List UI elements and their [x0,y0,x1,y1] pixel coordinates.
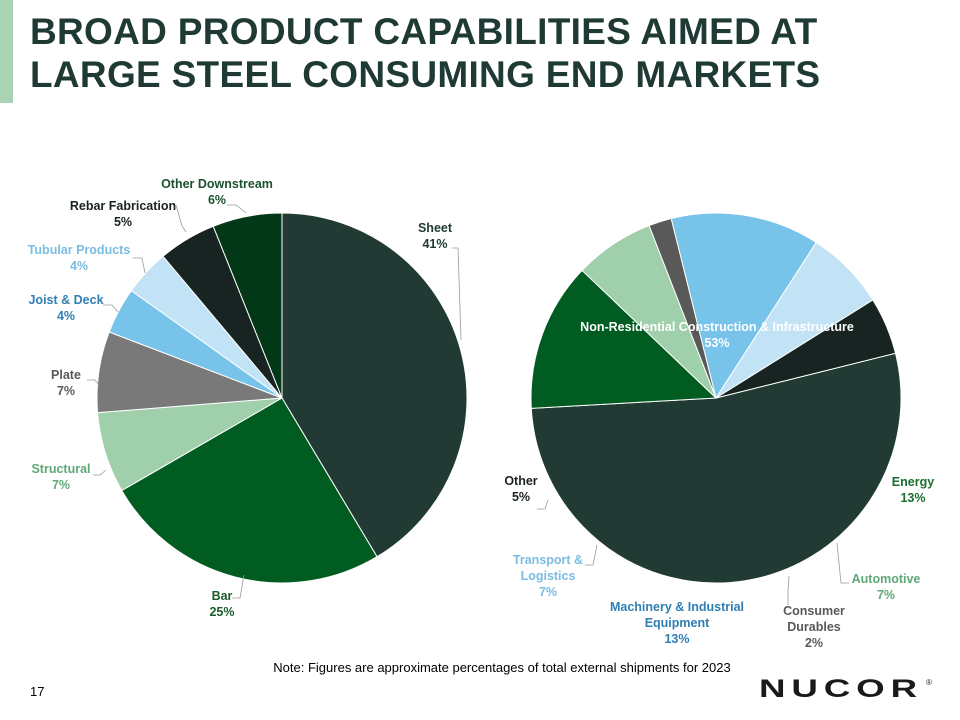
label-consumer-durables-line2: Durables [787,620,841,634]
label-plate-name: Plate [51,368,81,382]
accent-bar [0,0,13,103]
slice-other-downstream [212,212,283,399]
label-sheet-value: 41% [422,237,447,251]
label-nonres-construction-value: 53% [704,336,729,350]
label-structural-name: Structural [31,462,90,476]
slice-energy [530,269,718,409]
label-sheet-name: Sheet [418,221,453,235]
label-bar-value: 25% [209,605,234,619]
label-bar-name: Bar [212,589,233,603]
label-rebar-fabrication-name: Rebar Fabrication [70,199,176,213]
label-structural-value: 7% [52,478,70,492]
label-machinery-line2: Equipment [645,616,710,630]
slice-non-residential-construction-and-infrastructure [530,352,902,584]
label-rebar-fabrication-value: 5% [114,215,132,229]
slice-sheet [281,212,468,558]
logo-text: NUCOR [759,676,923,703]
title-line-2: LARGE STEEL CONSUMING END MARKETS [30,54,821,95]
label-automotive-name: Automotive [852,572,921,586]
label-other-name: Other [504,474,537,488]
slice-machinery-and-industrial-equipment [670,212,817,400]
leader-lines [87,204,849,605]
slice-other [715,299,897,399]
label-transport-line2: Logistics [521,569,576,583]
label-tubular-products-value: 4% [70,259,88,273]
label-joist-deck-name: Joist & Deck [28,293,103,307]
label-automotive-value: 7% [877,588,895,602]
label-machinery-line1: Machinery & Industrial [610,600,744,614]
end-markets-pie [530,212,902,584]
label-transport-line1: Transport & [513,553,583,567]
nucor-logo: NUCOR ® [759,676,932,703]
page-title: BROAD PRODUCT CAPABILITIES AIMED AT LARG… [30,10,820,96]
footnote: Note: Figures are approximate percentage… [0,660,960,675]
footnote-text: Note: Figures are approximate percentage… [273,660,731,675]
product-mix-pie [96,212,468,584]
label-energy-value: 13% [900,491,925,505]
label-tubular-products-name: Tubular Products [28,243,131,257]
label-machinery-value: 13% [664,632,689,646]
title-line-1: BROAD PRODUCT CAPABILITIES AIMED AT [30,11,818,52]
label-consumer-durables-value: 2% [805,636,823,650]
label-consumer-durables-line1: Consumer [783,604,845,618]
label-other-downstream-value: 6% [208,193,226,207]
label-joist-deck-value: 4% [57,309,75,323]
slice-bar [121,397,378,584]
label-other-value: 5% [512,490,530,504]
label-other-downstream-name: Other Downstream [161,177,273,191]
label-transport-value: 7% [539,585,557,599]
page-number: 17 [30,684,45,699]
label-nonres-construction-name: Non-Residential Construction & Infrastru… [580,320,854,334]
logo-registered-mark: ® [926,678,932,687]
label-energy-name: Energy [892,475,934,489]
label-plate-value: 7% [57,384,75,398]
